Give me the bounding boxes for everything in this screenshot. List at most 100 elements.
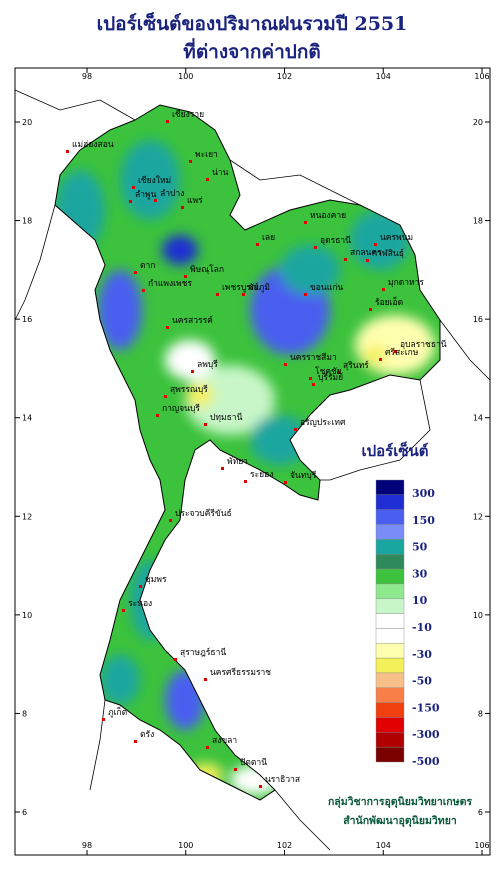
station-marker [204, 678, 207, 681]
place-label: ระยอง [250, 470, 273, 480]
lat-tick-label: 14 [22, 414, 32, 423]
lat-tick-label: 12 [22, 512, 32, 521]
place-label: สกลนคร [350, 248, 382, 258]
legend-label: -50 [412, 675, 432, 688]
lon-tick-label: 106 [474, 841, 489, 850]
place-label: จันทบุรี [290, 470, 317, 481]
station-marker [129, 200, 132, 203]
place-label: กาฬสินธุ์ [372, 248, 404, 259]
legend-swatch [375, 598, 405, 614]
credit: กลุ่มวิชาการอุตุนิยมวิทยาเกษตร [328, 796, 472, 809]
station-marker [284, 363, 287, 366]
station-marker [304, 293, 307, 296]
place-label: อุดรธานี [320, 235, 351, 246]
legend-swatch [375, 524, 405, 540]
place-label: ลำปาง [160, 189, 184, 199]
lon-tick-label: 100 [178, 72, 193, 81]
station-marker [294, 428, 297, 431]
lat-tick-label: 20 [473, 118, 483, 127]
place-label: น่าน [212, 168, 229, 178]
station-marker [259, 785, 262, 788]
place-label: ตาก [140, 261, 155, 271]
legend-swatch [375, 613, 405, 629]
lat-tick-label: 10 [22, 611, 32, 620]
lat-tick-label: 8 [478, 709, 483, 718]
place-label: ปทุมธานี [210, 412, 243, 423]
legend-swatch [375, 568, 405, 585]
place-label: ปัตตานี [240, 757, 267, 768]
station-marker [314, 246, 317, 249]
place-label: ศรีสะเกษ [385, 347, 419, 358]
legend-swatch [375, 672, 405, 688]
legend-swatch [375, 479, 405, 496]
legend-swatch [375, 628, 405, 644]
station-marker [369, 308, 372, 311]
station-marker [169, 519, 172, 522]
legend-swatch [375, 732, 405, 748]
legend-swatch [375, 554, 405, 570]
legend-label: 50 [412, 541, 428, 554]
place-label: พะเยา [195, 150, 218, 160]
station-marker [189, 160, 192, 163]
station-marker [337, 371, 340, 374]
place-label: สุราษฎร์ธานี [180, 647, 226, 658]
place-label: พัทยา [227, 457, 248, 467]
legend-swatch [375, 702, 405, 718]
place-label: กำแพงเพชร [148, 279, 192, 289]
country-border [54, 104, 441, 801]
place-label: เชียงราย [172, 109, 204, 120]
place-label: เลย [262, 233, 275, 243]
legend-label: -500 [412, 755, 440, 768]
station-marker [154, 199, 157, 202]
lat-tick-label: 16 [22, 315, 32, 324]
place-label: ร้อยเอ็ด [375, 296, 403, 308]
station-marker [204, 423, 207, 426]
place-label: เพชรบูรณ์ [222, 282, 259, 293]
station-marker [181, 206, 184, 209]
station-marker [122, 609, 125, 612]
place-label: ระนอง [128, 599, 152, 609]
station-marker [132, 186, 135, 189]
legend-title: เปอร์เซ็นต์ [361, 441, 428, 460]
place-label: หนองคาย [310, 211, 346, 221]
place-label: ชัยภูมิ [248, 283, 270, 293]
lon-tick-label: 98 [82, 841, 92, 850]
station-marker [234, 768, 237, 771]
station-marker [216, 293, 219, 296]
place-label: สุรินทร์ [343, 360, 369, 371]
lon-tick-label: 102 [277, 72, 292, 81]
legend-label: 150 [412, 514, 435, 527]
legend-label: -30 [412, 648, 432, 661]
legend-label: 10 [412, 594, 428, 607]
lat-tick-label: 6 [22, 808, 27, 817]
place-label: สุพรรณบุรี [170, 384, 208, 395]
place-label: นราธิวาส [265, 775, 301, 785]
place-label: ขอนแก่น [310, 283, 343, 293]
station-marker [366, 259, 369, 262]
legend-label: -10 [412, 621, 432, 634]
station-marker [312, 383, 315, 386]
legend-swatch [375, 746, 405, 763]
title: เปอร์เซ็นต์ของปริมาณฝนรวมปี 2551 [97, 11, 408, 35]
station-marker [344, 258, 347, 261]
station-marker [102, 718, 105, 721]
legend-swatch [375, 509, 405, 525]
place-label: กาญจนบุรี [162, 403, 200, 414]
lon-tick-label: 98 [82, 72, 92, 81]
place-label: สงขลา [212, 736, 237, 746]
station-marker [134, 740, 137, 743]
station-marker [242, 293, 245, 296]
legend-swatch [375, 643, 405, 659]
place-label: ประจวบคีรีขันธ์ [175, 508, 232, 519]
lon-tick-label: 106 [474, 72, 489, 81]
station-marker [382, 288, 385, 291]
legend-label: -300 [412, 728, 440, 741]
legend-swatch [375, 687, 405, 703]
station-marker [244, 480, 247, 483]
station-marker [309, 377, 312, 380]
legend-swatch [375, 583, 405, 599]
station-marker [142, 289, 145, 292]
station-marker [134, 271, 137, 274]
neighbor-borders [14, 89, 491, 851]
